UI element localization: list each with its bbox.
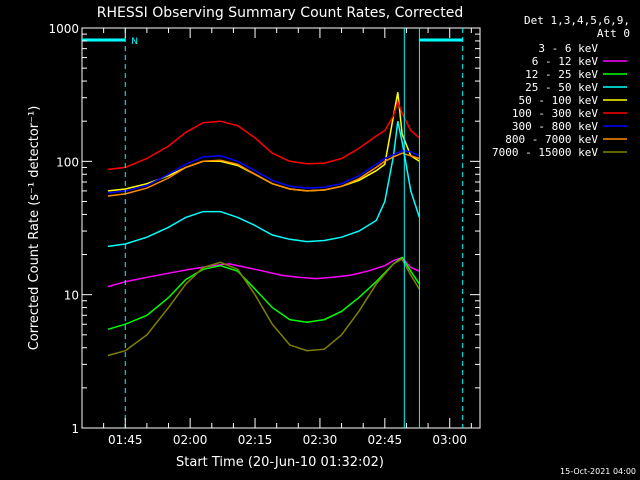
x-tick-label-0145: 01:45 — [108, 433, 143, 447]
legend-entry-label-5: 50 - 100 keV — [519, 94, 599, 107]
y-tick-label-100: 100 — [56, 155, 79, 169]
legend-entry-label-9: 7000 - 15000 keV — [492, 146, 598, 159]
legend-entry-label-8: 800 - 7000 keV — [505, 133, 598, 146]
tick-layer: 1 10 100 1000 01:45 02:00 02:15 02:30 02:45 03:00 — [48, 22, 480, 447]
series-line-8 — [107, 152, 420, 197]
series-line-1 — [108, 296, 421, 419]
series-line-9 — [107, 257, 421, 357]
x-tick-label-0300: 03:00 — [432, 433, 467, 447]
footer-date: 15-Oct-2021 04:00 — [560, 467, 636, 476]
x-tick-label-0230: 02:30 — [303, 433, 338, 447]
legend-entry-label-6: 100 - 300 keV — [512, 107, 598, 120]
chart-title: RHESSI Observing Summary Count Rates, Co… — [97, 5, 463, 21]
plot-area: N 1 10 100 1000 01:45 02:00 02:15 02:30 02:45 03:… — [48, 22, 481, 447]
legend-entry-label-1: 3 - 6 keV — [538, 42, 598, 55]
y-tick-label-1000: 1000 — [48, 22, 79, 36]
series-line-6 — [107, 99, 420, 171]
series-line-4 — [107, 121, 421, 248]
y-tick-label-10: 10 — [64, 289, 79, 303]
series-line-2 — [107, 256, 420, 288]
x-tick-label-0200: 02:00 — [173, 433, 208, 447]
series-layer — [107, 92, 421, 419]
legend-entry-label-4: 25 - 50 keV — [525, 81, 598, 94]
legend-header-line-1: Det 1,3,4,5,6,9, — [524, 14, 630, 27]
legend-entry-label-3: 12 - 25 keV — [525, 68, 598, 81]
series-line-7 — [107, 150, 420, 194]
legend-entry-label-7: 300 - 800 keV — [512, 120, 598, 133]
plot-frame — [81, 27, 481, 429]
x-tick-label-0245: 02:45 — [368, 433, 403, 447]
x-axis-label: Start Time (20-Jun-10 01:32:02) — [176, 455, 384, 470]
y-tick-label-1: 1 — [71, 422, 79, 436]
y-axis-label: Corrected Count Rate (s⁻¹ detector⁻¹) — [27, 106, 42, 351]
x-tick-label-0215: 02:15 — [238, 433, 273, 447]
flag-label: N — [131, 37, 138, 47]
flag-layer: N — [82, 28, 464, 428]
legend-header-line-2: Att 0 — [597, 27, 630, 40]
legend-entry-label-2: 6 - 12 keV — [532, 55, 599, 68]
